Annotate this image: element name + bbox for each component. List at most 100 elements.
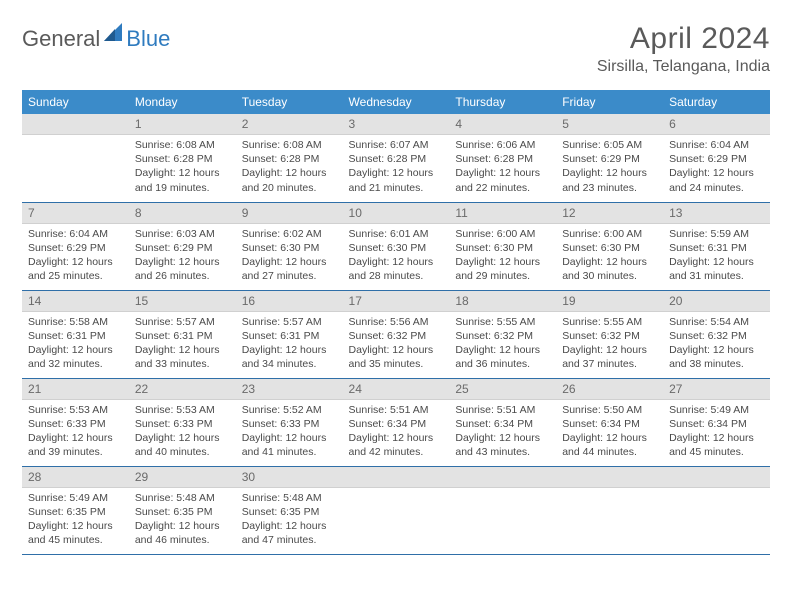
- weekday-header: Thursday: [449, 90, 556, 114]
- calendar-cell: 26Sunrise: 5:50 AMSunset: 6:34 PMDayligh…: [556, 378, 663, 466]
- sunset-line: Sunset: 6:29 PM: [669, 152, 764, 166]
- calendar-body: 1Sunrise: 6:08 AMSunset: 6:28 PMDaylight…: [22, 114, 770, 554]
- day-body: [343, 488, 450, 495]
- sunrise-line: Sunrise: 6:00 AM: [562, 227, 657, 241]
- calendar-cell: 29Sunrise: 5:48 AMSunset: 6:35 PMDayligh…: [129, 466, 236, 554]
- logo-text-blue: Blue: [126, 26, 170, 52]
- calendar-cell-empty: [556, 466, 663, 554]
- daylight-line: Daylight: 12 hours and 20 minutes.: [242, 166, 337, 194]
- day-body: Sunrise: 6:03 AMSunset: 6:29 PMDaylight:…: [129, 224, 236, 288]
- day-number: 27: [663, 379, 770, 400]
- sunrise-line: Sunrise: 5:51 AM: [349, 403, 444, 417]
- daylight-line: Daylight: 12 hours and 43 minutes.: [455, 431, 550, 459]
- daylight-line: Daylight: 12 hours and 19 minutes.: [135, 166, 230, 194]
- logo: General Blue: [22, 26, 170, 52]
- sunset-line: Sunset: 6:31 PM: [28, 329, 123, 343]
- sunset-line: Sunset: 6:31 PM: [135, 329, 230, 343]
- sunrise-line: Sunrise: 5:55 AM: [455, 315, 550, 329]
- calendar-cell: 23Sunrise: 5:52 AMSunset: 6:33 PMDayligh…: [236, 378, 343, 466]
- day-body: Sunrise: 6:08 AMSunset: 6:28 PMDaylight:…: [129, 135, 236, 199]
- sunrise-line: Sunrise: 6:03 AM: [135, 227, 230, 241]
- sunrise-line: Sunrise: 5:57 AM: [242, 315, 337, 329]
- calendar-cell: 10Sunrise: 6:01 AMSunset: 6:30 PMDayligh…: [343, 202, 450, 290]
- sunrise-line: Sunrise: 6:08 AM: [135, 138, 230, 152]
- day-body: [22, 135, 129, 142]
- sunset-line: Sunset: 6:35 PM: [242, 505, 337, 519]
- day-body: Sunrise: 6:04 AMSunset: 6:29 PMDaylight:…: [663, 135, 770, 199]
- day-number: [556, 467, 663, 488]
- sunrise-line: Sunrise: 5:58 AM: [28, 315, 123, 329]
- day-body: Sunrise: 5:51 AMSunset: 6:34 PMDaylight:…: [343, 400, 450, 464]
- calendar-cell-empty: [22, 114, 129, 202]
- sunset-line: Sunset: 6:32 PM: [349, 329, 444, 343]
- day-body: Sunrise: 5:48 AMSunset: 6:35 PMDaylight:…: [236, 488, 343, 552]
- day-body: Sunrise: 5:49 AMSunset: 6:35 PMDaylight:…: [22, 488, 129, 552]
- sunrise-line: Sunrise: 6:08 AM: [242, 138, 337, 152]
- sunset-line: Sunset: 6:29 PM: [562, 152, 657, 166]
- day-body: Sunrise: 5:57 AMSunset: 6:31 PMDaylight:…: [129, 312, 236, 376]
- sunrise-line: Sunrise: 6:06 AM: [455, 138, 550, 152]
- day-number: [449, 467, 556, 488]
- sunrise-line: Sunrise: 6:07 AM: [349, 138, 444, 152]
- header: General Blue April 2024 Sirsilla, Telang…: [22, 22, 770, 76]
- sunrise-line: Sunrise: 5:50 AM: [562, 403, 657, 417]
- sunset-line: Sunset: 6:28 PM: [349, 152, 444, 166]
- day-number: [343, 467, 450, 488]
- day-number: [22, 114, 129, 135]
- day-body: Sunrise: 5:55 AMSunset: 6:32 PMDaylight:…: [556, 312, 663, 376]
- day-body: Sunrise: 5:56 AMSunset: 6:32 PMDaylight:…: [343, 312, 450, 376]
- day-number: [663, 467, 770, 488]
- sunset-line: Sunset: 6:35 PM: [28, 505, 123, 519]
- calendar-head: SundayMondayTuesdayWednesdayThursdayFrid…: [22, 90, 770, 114]
- sunset-line: Sunset: 6:31 PM: [669, 241, 764, 255]
- sunrise-line: Sunrise: 5:51 AM: [455, 403, 550, 417]
- sunrise-line: Sunrise: 5:48 AM: [135, 491, 230, 505]
- day-number: 13: [663, 203, 770, 224]
- day-body: Sunrise: 6:00 AMSunset: 6:30 PMDaylight:…: [449, 224, 556, 288]
- sunset-line: Sunset: 6:34 PM: [562, 417, 657, 431]
- sunset-line: Sunset: 6:30 PM: [349, 241, 444, 255]
- weekday-header: Saturday: [663, 90, 770, 114]
- daylight-line: Daylight: 12 hours and 46 minutes.: [135, 519, 230, 547]
- day-number: 21: [22, 379, 129, 400]
- sunset-line: Sunset: 6:30 PM: [242, 241, 337, 255]
- day-number: 12: [556, 203, 663, 224]
- calendar-cell: 2Sunrise: 6:08 AMSunset: 6:28 PMDaylight…: [236, 114, 343, 202]
- weekday-header: Monday: [129, 90, 236, 114]
- sunrise-line: Sunrise: 5:59 AM: [669, 227, 764, 241]
- calendar-table: SundayMondayTuesdayWednesdayThursdayFrid…: [22, 90, 770, 555]
- daylight-line: Daylight: 12 hours and 28 minutes.: [349, 255, 444, 283]
- calendar-cell: 16Sunrise: 5:57 AMSunset: 6:31 PMDayligh…: [236, 290, 343, 378]
- daylight-line: Daylight: 12 hours and 29 minutes.: [455, 255, 550, 283]
- calendar-cell: 17Sunrise: 5:56 AMSunset: 6:32 PMDayligh…: [343, 290, 450, 378]
- day-number: 3: [343, 114, 450, 135]
- daylight-line: Daylight: 12 hours and 40 minutes.: [135, 431, 230, 459]
- sunrise-line: Sunrise: 6:04 AM: [28, 227, 123, 241]
- calendar-cell: 9Sunrise: 6:02 AMSunset: 6:30 PMDaylight…: [236, 202, 343, 290]
- day-body: Sunrise: 5:59 AMSunset: 6:31 PMDaylight:…: [663, 224, 770, 288]
- day-body: Sunrise: 5:48 AMSunset: 6:35 PMDaylight:…: [129, 488, 236, 552]
- day-number: 6: [663, 114, 770, 135]
- daylight-line: Daylight: 12 hours and 26 minutes.: [135, 255, 230, 283]
- sunrise-line: Sunrise: 5:54 AM: [669, 315, 764, 329]
- calendar-cell: 8Sunrise: 6:03 AMSunset: 6:29 PMDaylight…: [129, 202, 236, 290]
- day-body: Sunrise: 5:52 AMSunset: 6:33 PMDaylight:…: [236, 400, 343, 464]
- sunset-line: Sunset: 6:31 PM: [242, 329, 337, 343]
- day-number: 23: [236, 379, 343, 400]
- sunrise-line: Sunrise: 5:52 AM: [242, 403, 337, 417]
- daylight-line: Daylight: 12 hours and 41 minutes.: [242, 431, 337, 459]
- weekday-header: Tuesday: [236, 90, 343, 114]
- day-body: Sunrise: 5:53 AMSunset: 6:33 PMDaylight:…: [22, 400, 129, 464]
- sunset-line: Sunset: 6:29 PM: [28, 241, 123, 255]
- sunrise-line: Sunrise: 6:00 AM: [455, 227, 550, 241]
- daylight-line: Daylight: 12 hours and 25 minutes.: [28, 255, 123, 283]
- sunset-line: Sunset: 6:33 PM: [242, 417, 337, 431]
- day-body: [663, 488, 770, 495]
- calendar-cell-empty: [449, 466, 556, 554]
- sunset-line: Sunset: 6:29 PM: [135, 241, 230, 255]
- calendar-cell: 1Sunrise: 6:08 AMSunset: 6:28 PMDaylight…: [129, 114, 236, 202]
- calendar-cell: 11Sunrise: 6:00 AMSunset: 6:30 PMDayligh…: [449, 202, 556, 290]
- sunset-line: Sunset: 6:32 PM: [455, 329, 550, 343]
- daylight-line: Daylight: 12 hours and 38 minutes.: [669, 343, 764, 371]
- day-body: Sunrise: 6:05 AMSunset: 6:29 PMDaylight:…: [556, 135, 663, 199]
